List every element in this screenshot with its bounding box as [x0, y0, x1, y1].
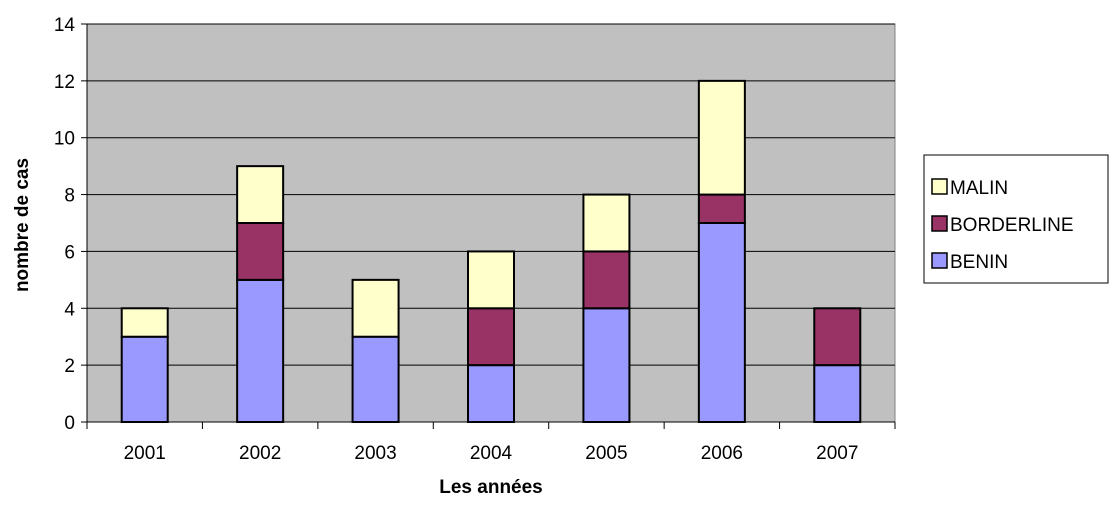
bar-borderline-2002	[236, 222, 285, 281]
bar-benin-2007	[813, 364, 862, 423]
axes	[81, 23, 896, 429]
bar-malin-2003	[351, 278, 400, 338]
bar-borderline-2005	[582, 250, 631, 310]
x-tick-label: 2005	[585, 443, 627, 464]
bar-benin-2003	[351, 335, 400, 424]
y-tick-label: 2	[64, 356, 75, 377]
bar-malin-2001	[120, 307, 169, 338]
bar-benin-2001	[120, 335, 169, 424]
x-tick-label: 2002	[239, 443, 281, 464]
x-tick-label: 2004	[470, 443, 513, 464]
legend-swatch-benin	[931, 252, 948, 269]
legend-label-borderline: BORDERLINE	[950, 215, 1074, 236]
bar-malin-2004	[467, 250, 515, 310]
bar-malin-2005	[582, 193, 631, 253]
legend: MALIN BORDERLINE BENIN	[923, 154, 1109, 284]
bar-borderline-2007	[813, 307, 862, 367]
bar-benin-2002	[236, 278, 285, 423]
x-tick-label: 2007	[816, 443, 858, 464]
y-tick-labels: 0 2 4 6 8 10 12 14	[54, 15, 76, 434]
y-tick-label: 4	[64, 299, 75, 320]
y-tick-label: 12	[54, 72, 75, 93]
y-tick-label: 14	[54, 15, 76, 36]
y-tick-label: 8	[64, 186, 75, 207]
bar-borderline-2004	[467, 307, 515, 367]
bar-benin-2004	[467, 364, 515, 423]
y-tick-label: 10	[54, 129, 75, 150]
y-tick-label: 6	[64, 242, 75, 263]
x-tick-labels: 2001 2002 2003 2004 2005 2006 2007	[124, 443, 859, 464]
legend-label-benin: BENIN	[950, 252, 1008, 273]
legend-label-malin: MALIN	[950, 178, 1008, 199]
legend-box	[923, 154, 1109, 284]
x-tick-label: 2006	[701, 443, 743, 464]
bar-benin-2005	[582, 307, 631, 423]
x-tick-label: 2003	[354, 443, 396, 464]
bars	[120, 79, 862, 424]
x-axis-title: Les années	[439, 477, 543, 498]
legend-swatch-borderline	[931, 215, 948, 232]
x-tick-label: 2001	[124, 443, 166, 464]
bar-malin-2006	[697, 79, 746, 196]
bar-malin-2002	[236, 165, 285, 224]
y-tick-label: 0	[64, 413, 75, 434]
bar-benin-2006	[697, 222, 746, 423]
legend-swatch-malin	[931, 178, 948, 195]
y-axis-title: nombre de cas	[12, 158, 33, 292]
bar-borderline-2006	[697, 193, 746, 224]
gridlines	[87, 23, 895, 366]
